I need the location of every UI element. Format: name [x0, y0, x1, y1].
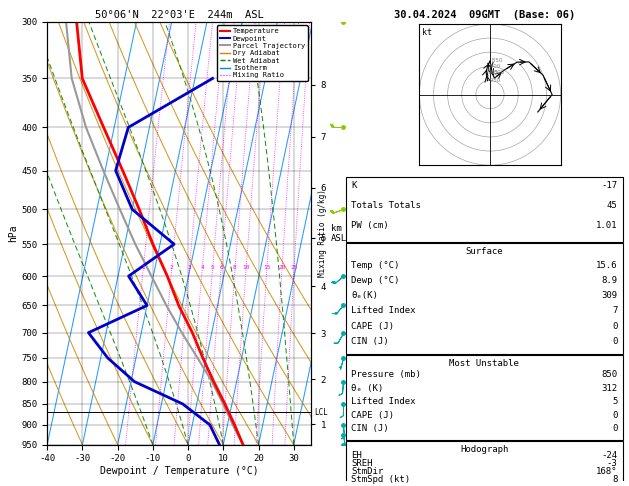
Text: Most Unstable: Most Unstable [449, 359, 520, 368]
Text: 1: 1 [142, 265, 145, 270]
Y-axis label: km
ASL: km ASL [331, 224, 347, 243]
Text: Pressure (mb): Pressure (mb) [351, 370, 421, 379]
Text: CAPE (J): CAPE (J) [351, 322, 394, 330]
Text: -17: -17 [601, 181, 617, 190]
Text: 309: 309 [601, 291, 617, 300]
Text: 7: 7 [612, 307, 617, 315]
Text: 15.6: 15.6 [596, 261, 617, 270]
Legend: Temperature, Dewpoint, Parcel Trajectory, Dry Adiabat, Wet Adiabat, Isotherm, Mi: Temperature, Dewpoint, Parcel Trajectory… [217, 25, 308, 81]
Text: 3: 3 [187, 265, 191, 270]
X-axis label: Dewpoint / Temperature (°C): Dewpoint / Temperature (°C) [100, 466, 259, 476]
Bar [346, 177, 623, 242]
Text: CIN (J): CIN (J) [351, 337, 389, 346]
Text: 1.01: 1.01 [596, 221, 617, 230]
Text: 850: 850 [490, 58, 502, 63]
Text: 8: 8 [233, 265, 237, 270]
Text: 925: 925 [486, 70, 498, 75]
Text: K: K [351, 181, 357, 190]
Text: 2: 2 [170, 265, 174, 270]
Title: 50°06'N  22°03'E  244m  ASL: 50°06'N 22°03'E 244m ASL [95, 10, 264, 20]
Y-axis label: hPa: hPa [9, 225, 18, 242]
Text: 800: 800 [492, 69, 504, 74]
Text: 850: 850 [601, 370, 617, 379]
Text: Mixing Ratio (g/kg): Mixing Ratio (g/kg) [318, 190, 327, 277]
Text: Hodograph: Hodograph [460, 445, 508, 454]
Text: θₑ(K): θₑ(K) [351, 291, 378, 300]
Text: 5: 5 [612, 398, 617, 406]
Text: 30.04.2024  09GMT  (Base: 06): 30.04.2024 09GMT (Base: 06) [394, 10, 575, 19]
Text: 10: 10 [242, 265, 250, 270]
Text: 6: 6 [219, 265, 223, 270]
Text: θₑ (K): θₑ (K) [351, 384, 384, 393]
Text: Surface: Surface [465, 246, 503, 256]
Text: 8.9: 8.9 [601, 276, 617, 285]
Bar [346, 355, 623, 440]
Text: CAPE (J): CAPE (J) [351, 411, 394, 420]
Text: 0: 0 [612, 322, 617, 330]
Text: StmDir: StmDir [351, 467, 384, 476]
Text: 0: 0 [612, 411, 617, 420]
Text: CIN (J): CIN (J) [351, 424, 389, 434]
Text: -3: -3 [606, 459, 617, 468]
Bar [346, 243, 623, 354]
Text: 0: 0 [612, 424, 617, 434]
Text: 0: 0 [612, 337, 617, 346]
Text: LCL: LCL [314, 408, 328, 417]
Text: kt: kt [422, 28, 432, 37]
Text: 4: 4 [200, 265, 204, 270]
Text: SREH: SREH [351, 459, 373, 468]
Bar [346, 441, 623, 486]
Text: 168°: 168° [596, 467, 617, 476]
Text: 5: 5 [211, 265, 214, 270]
Text: StmSpd (kt): StmSpd (kt) [351, 475, 410, 485]
Text: -24: -24 [601, 451, 617, 460]
Text: 900: 900 [487, 64, 500, 69]
Text: Dewp (°C): Dewp (°C) [351, 276, 399, 285]
Text: 312: 312 [601, 384, 617, 393]
Text: 950: 950 [487, 78, 500, 83]
Text: 20: 20 [278, 265, 286, 270]
Text: PW (cm): PW (cm) [351, 221, 389, 230]
Text: Temp (°C): Temp (°C) [351, 261, 399, 270]
Text: 8: 8 [612, 475, 617, 485]
Text: 15: 15 [263, 265, 270, 270]
Text: Lifted Index: Lifted Index [351, 398, 416, 406]
Text: Lifted Index: Lifted Index [351, 307, 416, 315]
Text: EH: EH [351, 451, 362, 460]
Text: 25: 25 [290, 265, 298, 270]
Text: 45: 45 [606, 201, 617, 210]
Text: Totals Totals: Totals Totals [351, 201, 421, 210]
